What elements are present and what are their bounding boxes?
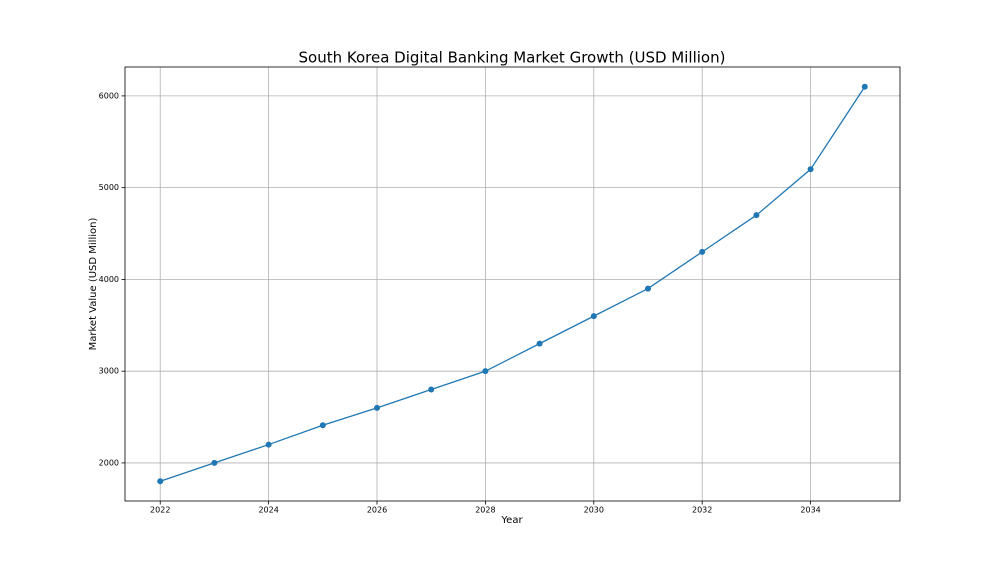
x-tick-label: 2030 <box>584 506 604 515</box>
data-line <box>160 86 866 482</box>
x-tick-label: 2034 <box>800 506 820 515</box>
data-point <box>428 386 435 393</box>
data-point <box>807 166 814 173</box>
x-axis-label: Year <box>500 515 523 526</box>
data-point <box>482 368 489 375</box>
x-tick-label: 2032 <box>692 506 712 515</box>
data-point <box>211 459 218 466</box>
x-tick-label: 2024 <box>258 506 278 515</box>
y-tick-label: 6000 <box>99 91 119 100</box>
data-point <box>699 248 706 255</box>
data-point <box>265 441 272 448</box>
y-tick-label: 2000 <box>99 458 119 467</box>
y-tick-label: 5000 <box>99 183 119 192</box>
data-point <box>536 340 543 347</box>
data-point <box>644 285 651 292</box>
data-point <box>753 212 760 219</box>
data-point <box>861 83 868 90</box>
y-tick-label: 3000 <box>99 367 119 376</box>
data-point <box>319 422 326 429</box>
x-tick-label: 2022 <box>150 506 170 515</box>
x-tick-label: 2026 <box>367 506 387 515</box>
data-point <box>590 313 597 320</box>
data-point <box>157 478 164 485</box>
y-tick-label: 4000 <box>99 275 119 284</box>
x-tick-label: 2028 <box>475 506 495 515</box>
plot-frame <box>124 66 901 502</box>
chart-title: South Korea Digital Banking Market Growt… <box>299 49 726 67</box>
y-axis-label: Market Value (USD Million) <box>88 218 99 351</box>
data-point <box>374 404 381 411</box>
